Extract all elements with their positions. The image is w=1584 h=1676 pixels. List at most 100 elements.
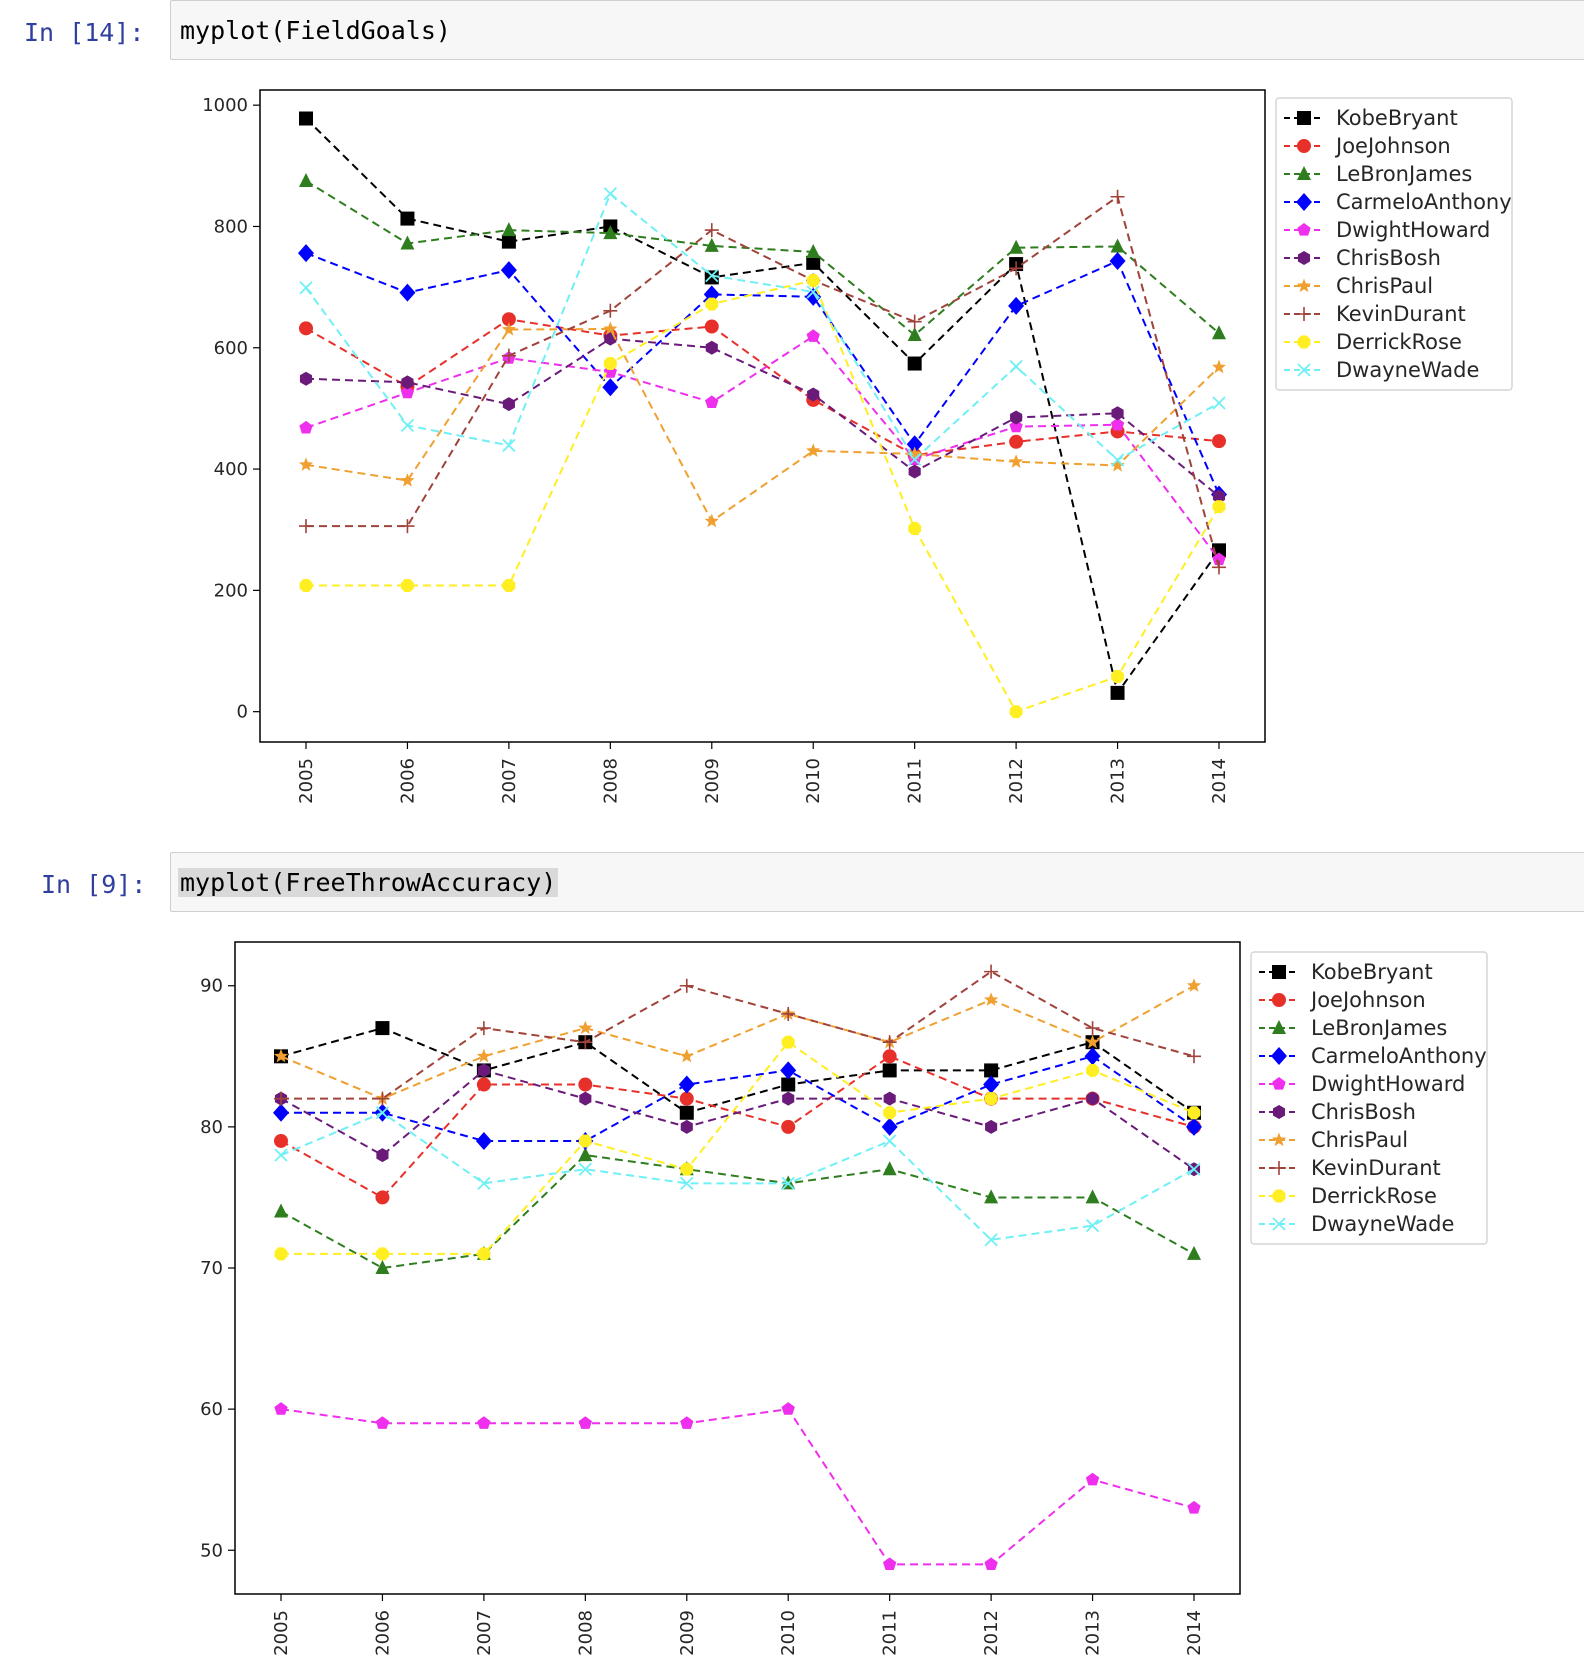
x-tick-label: 2009 — [677, 1610, 698, 1656]
data-point — [299, 519, 313, 534]
legend-marker — [1296, 278, 1312, 293]
data-point — [705, 268, 719, 283]
code-input-area[interactable]: myplot(FieldGoals) — [170, 0, 1584, 60]
x-tick-label: 2013 — [1108, 758, 1129, 804]
legend-item: KobeBryant — [1284, 106, 1458, 130]
legend-marker — [1272, 965, 1286, 979]
data-point — [502, 397, 515, 412]
data-point — [1212, 560, 1226, 575]
data-point — [781, 1176, 795, 1190]
data-point — [883, 1134, 897, 1148]
y-tick-label: 0 — [237, 702, 248, 723]
legend-label: ChrisBosh — [1311, 1100, 1416, 1124]
data-point — [1010, 410, 1023, 425]
code-text[interactable]: myplot(FreeThrowAccuracy) — [178, 868, 559, 897]
data-point — [908, 522, 922, 535]
data-point — [501, 312, 516, 327]
data-point — [704, 270, 719, 285]
series-DerrickRose — [274, 1035, 1201, 1261]
series-KobeBryant — [299, 111, 1226, 700]
data-point — [1085, 1219, 1100, 1233]
x-tick-label: 2014 — [1184, 1610, 1205, 1656]
legend-marker — [1272, 1020, 1286, 1034]
series-DwayneWade — [274, 1106, 1201, 1247]
x-tick-label: 2014 — [1209, 758, 1230, 804]
data-point — [1211, 359, 1227, 374]
legend-label: LeBronJames — [1311, 1016, 1447, 1040]
data-point — [375, 1190, 390, 1205]
data-point — [883, 1106, 897, 1120]
series-DerrickRose — [299, 273, 1226, 719]
data-point — [1110, 453, 1125, 467]
legend-item: KevinDurant — [1259, 1156, 1441, 1180]
legend-item: LeBronJames — [1259, 1016, 1447, 1040]
data-point — [501, 234, 516, 249]
x-tick-label: 2010 — [803, 758, 824, 804]
data-point — [274, 1091, 288, 1106]
data-point — [983, 992, 999, 1006]
cell-prompt: In [14]: — [24, 18, 145, 47]
data-point — [578, 1162, 592, 1176]
legend-item: DwayneWade — [1259, 1212, 1454, 1236]
legend-marker — [1297, 139, 1311, 153]
data-point — [704, 319, 719, 334]
legend-marker — [1272, 993, 1286, 1007]
legend-label: DwayneWade — [1336, 358, 1479, 382]
legend-marker — [1272, 1217, 1286, 1231]
data-point — [780, 1061, 797, 1080]
data-point — [704, 237, 719, 252]
data-point — [781, 1119, 796, 1134]
data-point — [401, 375, 414, 390]
data-point — [1187, 1106, 1201, 1120]
code-text[interactable]: myplot(FieldGoals) — [180, 16, 451, 45]
data-point — [906, 435, 923, 454]
x-tick-label: 2009 — [702, 758, 723, 804]
data-point — [501, 348, 516, 363]
legend-item: KevinDurant — [1284, 302, 1466, 326]
x-tick-label: 2012 — [981, 1610, 1002, 1656]
legend-marker — [1272, 1161, 1286, 1175]
legend-item: ChrisBosh — [1284, 246, 1441, 270]
data-point — [1009, 705, 1023, 719]
legend-label: DerrickRose — [1336, 330, 1462, 354]
legend-item: CarmeloAnthony — [1259, 1044, 1487, 1068]
series-line — [305, 252, 1220, 495]
data-point — [400, 211, 415, 226]
legend-marker — [1297, 111, 1311, 125]
series-ChrisPaul — [298, 321, 1227, 528]
data-point — [1110, 457, 1125, 472]
data-point — [678, 1075, 695, 1094]
x-tick-label: 2010 — [778, 1610, 799, 1656]
data-point — [1187, 1162, 1201, 1176]
series-line — [305, 117, 1220, 696]
y-tick-label: 600 — [214, 338, 248, 359]
legend-marker — [1297, 335, 1311, 349]
series-line — [281, 1055, 1195, 1142]
x-tick-label: 2011 — [880, 1610, 901, 1656]
data-point — [883, 1557, 897, 1571]
legend-marker — [1271, 1132, 1287, 1147]
data-point — [578, 1077, 593, 1092]
legend-item: DwightHoward — [1259, 1072, 1465, 1096]
data-point — [679, 978, 694, 993]
legend-label: KevinDurant — [1336, 302, 1466, 326]
x-tick-label: 2007 — [499, 758, 520, 804]
legend-box — [1250, 951, 1488, 1245]
data-point — [1009, 239, 1024, 254]
data-point — [502, 438, 516, 453]
data-point — [578, 1035, 593, 1050]
series-line — [280, 1027, 1195, 1114]
data-point — [579, 1091, 592, 1106]
code-input-area[interactable]: myplot(FreeThrowAccuracy) — [170, 852, 1584, 912]
legend-item: JoeJohnson — [1284, 134, 1451, 158]
data-point — [603, 303, 618, 318]
data-point — [501, 222, 516, 237]
data-point — [1187, 1500, 1201, 1514]
y-tick-label: 800 — [214, 216, 248, 237]
data-point — [704, 223, 719, 238]
legend-label: CarmeloAnthony — [1336, 190, 1512, 214]
series-line — [281, 970, 1195, 1100]
data-point — [603, 225, 618, 240]
data-point — [984, 1189, 999, 1204]
legend-item: DerrickRose — [1284, 330, 1462, 354]
